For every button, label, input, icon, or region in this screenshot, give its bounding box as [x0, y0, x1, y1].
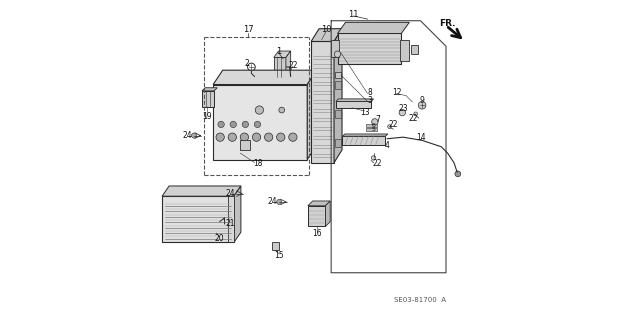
Circle shape	[240, 133, 248, 141]
Bar	[336, 101, 371, 108]
Text: 20: 20	[214, 234, 225, 243]
Polygon shape	[286, 51, 291, 77]
Circle shape	[191, 133, 196, 138]
Circle shape	[252, 133, 260, 141]
Text: 6: 6	[372, 123, 376, 128]
Bar	[274, 57, 286, 77]
Bar	[342, 136, 385, 145]
Polygon shape	[334, 29, 342, 163]
Text: 22: 22	[408, 114, 418, 122]
Polygon shape	[307, 70, 317, 160]
Circle shape	[254, 121, 260, 128]
Text: 8: 8	[367, 88, 372, 97]
Text: 23: 23	[398, 104, 408, 113]
Bar	[366, 128, 378, 131]
Circle shape	[414, 112, 418, 116]
Text: 2: 2	[244, 59, 249, 68]
Circle shape	[242, 121, 248, 128]
Circle shape	[279, 107, 285, 113]
Text: 3: 3	[367, 96, 372, 105]
Polygon shape	[325, 201, 330, 226]
Text: 4: 4	[385, 141, 389, 150]
Circle shape	[230, 121, 236, 128]
Text: 5: 5	[372, 127, 376, 132]
Text: 14: 14	[416, 133, 426, 142]
Circle shape	[276, 199, 282, 204]
Text: 19: 19	[202, 112, 212, 121]
Bar	[240, 140, 250, 150]
Circle shape	[388, 125, 392, 129]
Bar	[228, 196, 234, 242]
Text: 24: 24	[225, 189, 235, 198]
Circle shape	[276, 133, 285, 141]
Circle shape	[255, 106, 264, 114]
Bar	[331, 40, 339, 57]
Bar	[335, 72, 341, 78]
Circle shape	[455, 171, 461, 177]
Bar	[272, 242, 279, 250]
Circle shape	[334, 51, 340, 57]
Text: 22: 22	[372, 159, 381, 168]
Bar	[335, 110, 341, 118]
Text: 15: 15	[275, 251, 284, 260]
Text: 10: 10	[321, 25, 332, 34]
Text: 13: 13	[360, 108, 369, 117]
Bar	[308, 206, 325, 226]
Polygon shape	[308, 201, 330, 206]
Bar	[337, 33, 401, 64]
Text: 16: 16	[312, 229, 322, 238]
Text: 7: 7	[376, 115, 381, 124]
Polygon shape	[274, 51, 291, 57]
Bar	[311, 41, 334, 163]
Text: FR.: FR.	[439, 19, 456, 28]
Text: 22: 22	[288, 61, 298, 70]
Bar	[411, 45, 418, 54]
Text: 9: 9	[419, 96, 424, 105]
Circle shape	[399, 109, 406, 116]
Text: 24: 24	[268, 197, 278, 206]
Polygon shape	[337, 22, 410, 33]
Bar	[400, 40, 410, 61]
Text: 24: 24	[182, 131, 192, 140]
Polygon shape	[336, 99, 374, 101]
Bar	[335, 139, 341, 147]
Text: 17: 17	[243, 25, 253, 34]
Text: 22: 22	[388, 120, 398, 129]
Bar	[162, 196, 234, 242]
Polygon shape	[202, 88, 218, 91]
Circle shape	[218, 121, 224, 128]
Circle shape	[228, 133, 236, 141]
Bar	[213, 85, 307, 160]
Circle shape	[371, 156, 376, 160]
Polygon shape	[342, 134, 388, 136]
Circle shape	[289, 133, 297, 141]
Circle shape	[372, 119, 378, 125]
Circle shape	[216, 133, 224, 141]
Bar	[202, 91, 214, 107]
Polygon shape	[234, 186, 241, 242]
Circle shape	[419, 101, 426, 109]
Text: 21: 21	[225, 219, 235, 228]
Polygon shape	[311, 29, 342, 41]
Text: 12: 12	[392, 88, 401, 97]
Text: 18: 18	[253, 159, 262, 168]
Circle shape	[234, 191, 239, 196]
Polygon shape	[162, 186, 241, 196]
Bar	[335, 81, 341, 89]
Circle shape	[264, 133, 273, 141]
Bar	[366, 124, 378, 127]
Text: 1: 1	[276, 47, 281, 56]
Text: SE03-81700  A: SE03-81700 A	[394, 297, 447, 303]
Polygon shape	[213, 70, 317, 85]
Text: 11: 11	[348, 10, 359, 19]
